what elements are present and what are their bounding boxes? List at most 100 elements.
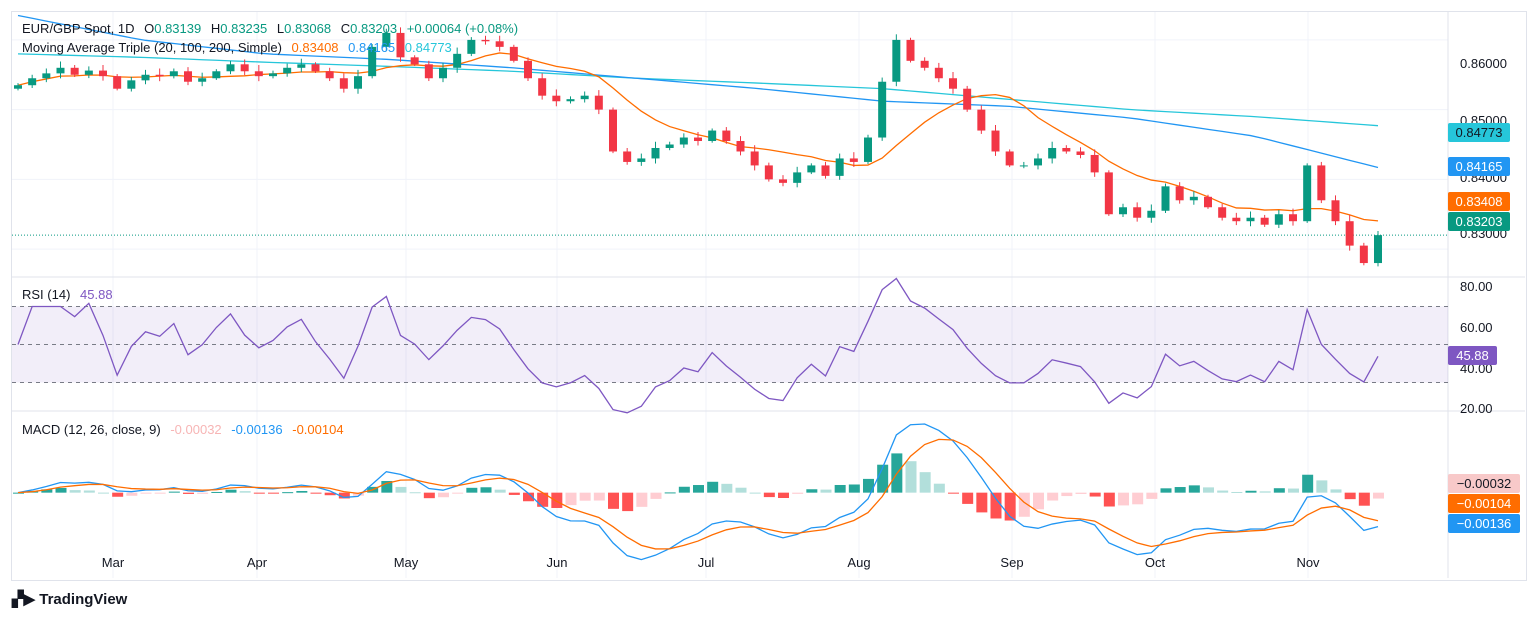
candle-body bbox=[424, 64, 433, 79]
macd-histogram-bar bbox=[41, 489, 53, 493]
macd-histogram-bar bbox=[537, 492, 549, 507]
macd-histogram-bar bbox=[1132, 492, 1144, 505]
rsi-value-tag: 45.88 bbox=[1448, 346, 1497, 365]
candle-body bbox=[1062, 147, 1071, 152]
candle-body bbox=[878, 81, 887, 138]
symbol-legend: EUR/GBP Spot, 1D O0.83139 H0.83235 L0.83… bbox=[22, 21, 519, 36]
macd-legend-title: MACD (12, 26, close, 9) bbox=[22, 422, 161, 437]
macd-histogram-bar bbox=[565, 492, 577, 506]
candle-body bbox=[113, 76, 122, 89]
candle-body bbox=[694, 137, 702, 142]
macd-histogram-bar bbox=[381, 480, 393, 493]
macd-histogram-bar bbox=[608, 492, 619, 509]
candle-body bbox=[453, 53, 462, 68]
candle-body bbox=[269, 73, 277, 77]
macd-histogram-bar bbox=[452, 492, 464, 494]
macd-legend: MACD (12, 26, close, 9) -0.00032 -0.0013… bbox=[22, 422, 350, 437]
macd-histogram-bar bbox=[848, 484, 860, 493]
symbol-title: EUR/GBP Spot, 1D bbox=[22, 21, 135, 36]
candle-body bbox=[382, 32, 391, 47]
macd-histogram-bar bbox=[990, 492, 1002, 519]
candle-body bbox=[651, 147, 660, 159]
macd-histogram-bar bbox=[197, 492, 209, 494]
month-label: Apr bbox=[246, 555, 268, 570]
close-value: 0.83203 bbox=[350, 21, 398, 36]
macd-histogram-bar bbox=[919, 472, 931, 493]
macd-histogram-bar bbox=[466, 487, 478, 493]
candle-body bbox=[821, 165, 830, 176]
macd-histogram-bar bbox=[324, 492, 336, 496]
candle-body bbox=[1048, 147, 1057, 159]
candle-body bbox=[1204, 196, 1212, 208]
macd-histogram-bar bbox=[792, 492, 804, 494]
candle-body bbox=[1147, 210, 1156, 218]
rsi-value: 45.88 bbox=[80, 287, 113, 302]
candle-body bbox=[1289, 214, 1297, 222]
tradingview-logo[interactable]: ▞▶ TradingView bbox=[12, 591, 128, 608]
candle-body bbox=[1019, 165, 1028, 167]
macd-histogram-bar bbox=[1203, 487, 1214, 493]
macd-histogram-bar bbox=[678, 486, 690, 493]
candle-body bbox=[580, 95, 589, 100]
tv-logo-icon: ▞▶ bbox=[12, 591, 40, 608]
candle-body bbox=[70, 67, 79, 75]
candle-body bbox=[609, 109, 617, 152]
macd-histogram-bar bbox=[1188, 485, 1200, 493]
candle-body bbox=[467, 39, 476, 54]
candle-body bbox=[1345, 221, 1354, 246]
macd-histogram-bar bbox=[763, 492, 775, 498]
macd-histogram-bar bbox=[1231, 491, 1243, 493]
candle-body bbox=[439, 67, 447, 79]
candle-body bbox=[849, 158, 858, 162]
change-value: +0.00064 (+0.08%) bbox=[406, 21, 519, 36]
macd-histogram-bar bbox=[494, 489, 506, 493]
candle-body bbox=[1331, 200, 1340, 222]
macd-signal-tag: −0.00104 bbox=[1448, 494, 1520, 513]
candle-body bbox=[552, 95, 561, 102]
ma20-value: 0.83408 bbox=[291, 40, 339, 55]
macd-histogram-bar bbox=[395, 486, 407, 493]
candle-body bbox=[750, 151, 759, 166]
candle-body bbox=[509, 46, 518, 61]
macd-signal-value: -0.00104 bbox=[292, 422, 344, 437]
candle-body bbox=[495, 41, 504, 47]
candle-body bbox=[28, 78, 37, 86]
rsi-tick: 60.00 bbox=[1460, 320, 1493, 335]
candle-body bbox=[1374, 235, 1382, 264]
candle-body bbox=[99, 70, 107, 77]
macd-histogram-bar bbox=[112, 492, 124, 497]
macd-histogram-bar bbox=[735, 487, 747, 493]
candle-body bbox=[807, 165, 816, 173]
macd-histogram-bar bbox=[1344, 492, 1356, 500]
macd-histogram-bar bbox=[523, 492, 534, 502]
candle-body bbox=[679, 137, 688, 145]
macd-histogram-bar bbox=[636, 492, 648, 507]
candle-body bbox=[977, 109, 986, 131]
price-tick: 0.86000 bbox=[1460, 56, 1507, 71]
macd-histogram-bar bbox=[1174, 487, 1186, 493]
macd-value: -0.00136 bbox=[231, 422, 283, 437]
macd-histogram-bar bbox=[976, 492, 988, 513]
ma-legend: Moving Average Triple (20, 100, 200, Sim… bbox=[22, 40, 458, 55]
macd-histogram-bar bbox=[1075, 492, 1087, 494]
macd-histogram-bar bbox=[239, 491, 251, 493]
macd-histogram-bar bbox=[98, 492, 109, 494]
candle-body bbox=[1005, 151, 1014, 166]
macd-histogram-bar bbox=[962, 492, 974, 504]
macd-histogram-bar bbox=[877, 464, 889, 493]
candle-body bbox=[835, 158, 844, 176]
macd-histogram-bar bbox=[863, 478, 874, 493]
candle-body bbox=[538, 78, 547, 96]
macd-hist-value: -0.00032 bbox=[170, 422, 222, 437]
candle-body bbox=[524, 60, 532, 79]
month-label: Jun bbox=[546, 555, 568, 570]
candle-body bbox=[1359, 245, 1368, 264]
candle-body bbox=[311, 64, 320, 72]
candle-body bbox=[368, 46, 377, 77]
candle-body bbox=[864, 137, 872, 162]
candle-body bbox=[764, 165, 773, 180]
candle-body bbox=[1303, 165, 1312, 222]
ma100-price-tag: 0.84165 bbox=[1448, 157, 1510, 176]
candle-body bbox=[141, 74, 150, 81]
